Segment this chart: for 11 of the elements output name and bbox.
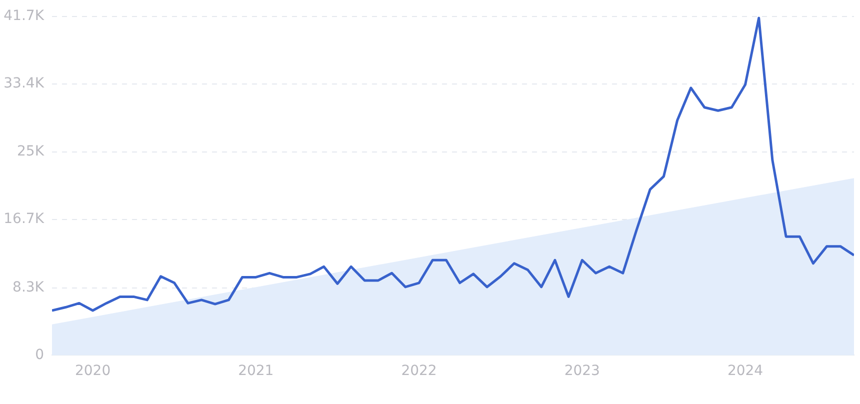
x-tick-label: 2024 <box>727 363 764 380</box>
x-tick-label: 2020 <box>74 363 111 380</box>
y-tick-label: 33.4K <box>4 75 45 92</box>
y-tick-label: 8.3K <box>12 279 45 296</box>
y-tick-label: 16.7K <box>4 211 45 228</box>
y-tick-label: 25K <box>17 144 45 160</box>
x-tick-label: 2023 <box>564 363 600 380</box>
y-tick-label: 0 <box>35 346 44 363</box>
x-tick-label: 2022 <box>401 363 437 380</box>
y-tick-label: 41.7K <box>4 8 45 24</box>
x-tick-label: 2021 <box>238 363 274 380</box>
